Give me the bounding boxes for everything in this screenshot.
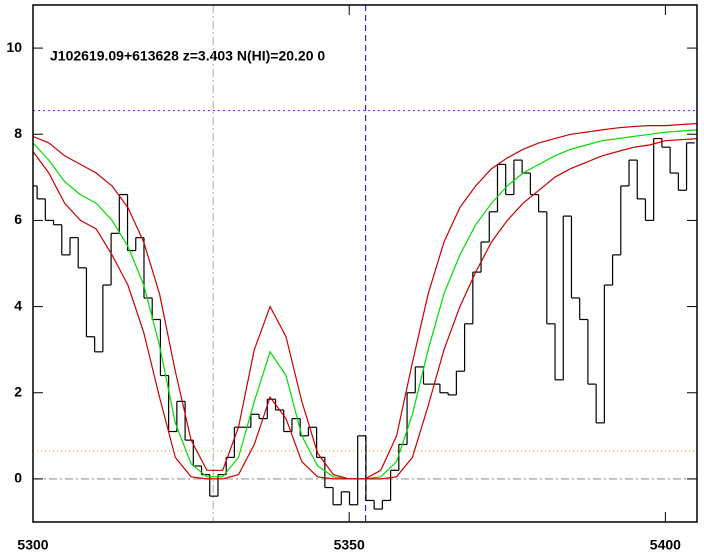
y-tick-label: 10 xyxy=(6,39,22,55)
model-line xyxy=(33,122,697,480)
y-tick-label: 0 xyxy=(14,470,22,486)
x-tick-label: 5400 xyxy=(650,537,681,553)
y-tick-label: 2 xyxy=(14,383,22,399)
y-tick-label: 4 xyxy=(14,297,22,313)
x-tick-label: 5350 xyxy=(334,537,365,553)
x-tick-label: 5300 xyxy=(17,537,48,553)
chart-title: J102619.09+613628 z=3.403 N(HI)=20.20 0 xyxy=(50,48,325,64)
y-tick-label: 6 xyxy=(14,211,22,227)
y-tick-label: 8 xyxy=(14,125,22,141)
plot-frame xyxy=(32,4,698,523)
model-line xyxy=(33,138,697,480)
model-line xyxy=(33,129,697,480)
